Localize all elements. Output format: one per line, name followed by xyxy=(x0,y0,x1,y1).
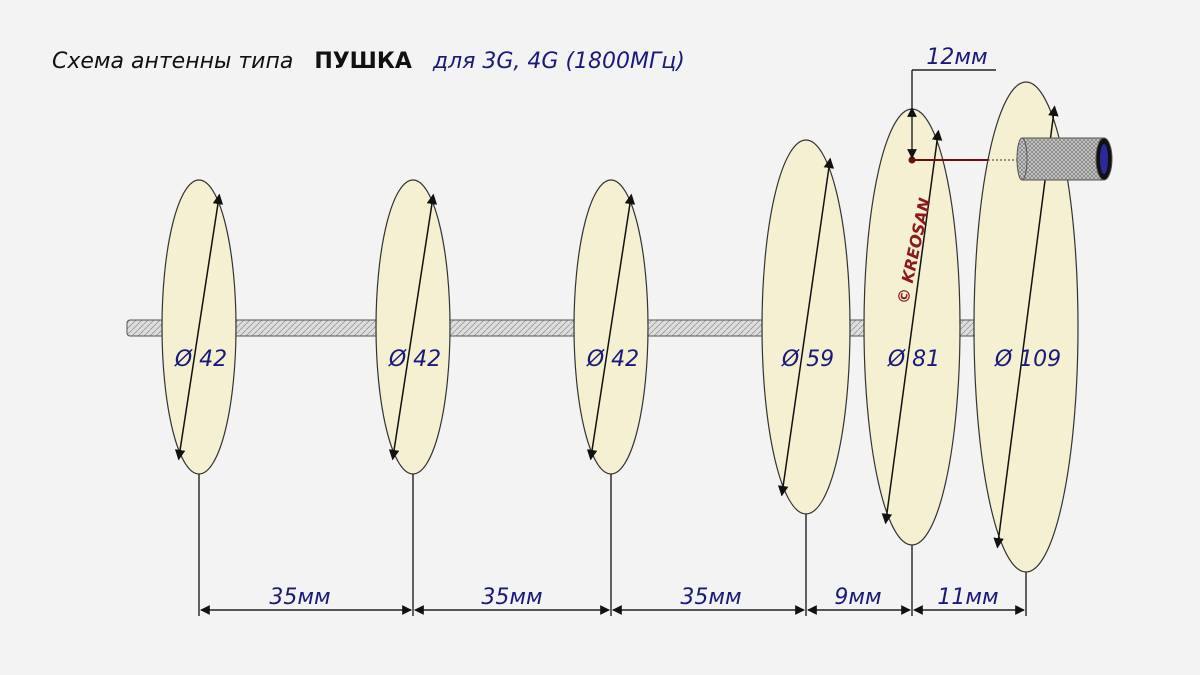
feed-offset-label: 12мм xyxy=(926,45,987,70)
spacing-label: 35мм xyxy=(481,585,542,610)
title-lead: Схема антенны типа xyxy=(52,49,293,74)
title-name: ПУШКА xyxy=(314,49,412,74)
diameter-label: Ø 42 xyxy=(586,347,639,372)
diameter-label: Ø 42 xyxy=(388,347,441,372)
spacing-label: 35мм xyxy=(680,585,741,610)
diameter-arrow xyxy=(881,129,943,525)
diameter-label: Ø 81 xyxy=(887,347,940,372)
title-note: для 3G, 4G (1800МГц) xyxy=(432,49,685,74)
diameter-label: Ø 59 xyxy=(781,347,834,372)
dimension-lines xyxy=(198,474,1027,616)
diameter-arrow xyxy=(388,193,438,461)
diameter-arrow xyxy=(174,193,224,461)
diameter-arrow xyxy=(586,193,636,461)
spacing-label: 11мм xyxy=(937,585,998,610)
disks: Ø 42 Ø 42 Ø 42 Ø 59 Ø 81 Ø 109 xyxy=(161,81,1079,573)
spacing-label: 35мм xyxy=(269,585,330,610)
diameter-label: Ø 42 xyxy=(174,347,227,372)
spacing-label: 9мм xyxy=(834,585,881,610)
diameter-label: Ø 109 xyxy=(994,347,1061,372)
title: Схема антенны типа ПУШКА для 3G, 4G (180… xyxy=(52,49,685,74)
coax-cable xyxy=(1016,137,1113,181)
diameter-arrow xyxy=(777,157,835,497)
